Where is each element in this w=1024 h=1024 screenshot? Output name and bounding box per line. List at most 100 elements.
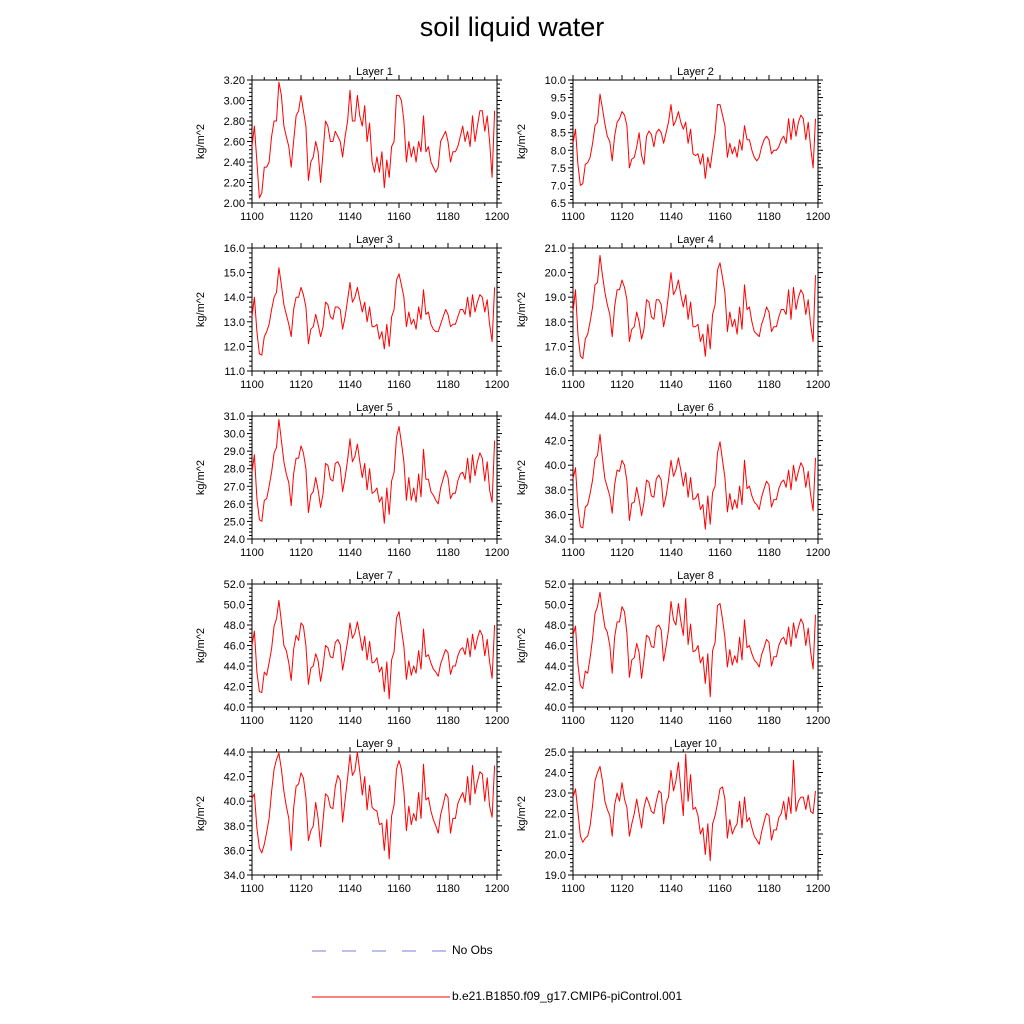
layer2-ytick-label: 8.5 (551, 128, 566, 140)
layer4-xtick-label: 1100 (561, 379, 585, 391)
layer1-xtick-label: 1200 (485, 211, 509, 223)
layer10-ylabel: kg/m^2 (516, 796, 528, 831)
layer8-xtick-label: 1160 (708, 715, 732, 727)
layer6-ytick-label: 34.0 (545, 534, 566, 546)
layer8-xtick-label: 1200 (806, 715, 830, 727)
layer9-series-line (251, 751, 496, 860)
layer3-ytick-label: 16.0 (224, 243, 245, 255)
layer1-xtick-label: 1120 (289, 211, 313, 223)
layer9-ylabel: kg/m^2 (195, 796, 207, 831)
layer2-xtick-label: 1180 (757, 211, 781, 223)
layer8-ytick-label: 52.0 (545, 579, 566, 591)
layer1-xtick-label: 1180 (436, 211, 460, 223)
layer1-ytick-label: 3.20 (224, 75, 245, 87)
layer6-ylabel: kg/m^2 (516, 460, 528, 495)
layer7-ytick-label: 40.0 (224, 702, 245, 714)
layer3-ytick-label: 15.0 (224, 268, 245, 280)
layer7-xtick-label: 1200 (485, 715, 509, 727)
layer2-ylabel: kg/m^2 (516, 124, 528, 159)
layer5-ytick-label: 24.0 (224, 534, 245, 546)
layer3-xtick-label: 1100 (240, 379, 264, 391)
layer5-ytick-label: 28.0 (224, 464, 245, 476)
layer6-ytick-label: 42.0 (545, 436, 566, 448)
layer2-xtick-label: 1200 (806, 211, 830, 223)
layer1-ytick-label: 3.00 (224, 96, 245, 108)
layer10-ytick-label: 20.0 (545, 850, 566, 862)
layer8-ytick-label: 40.0 (545, 702, 566, 714)
layer5-ytick-label: 31.0 (224, 411, 245, 423)
layer1-ytick-label: 2.80 (224, 116, 245, 128)
layer9-xtick-label: 1180 (436, 883, 460, 895)
layer9-xtick-label: 1160 (387, 883, 411, 895)
layer4-ytick-label: 21.0 (545, 243, 566, 255)
layer4-ytick-label: 19.0 (545, 292, 566, 304)
layer6-series-line (572, 433, 816, 530)
legend-model: b.e21.B1850.f09_g17.CMIP6-piControl.001 (312, 989, 682, 1003)
layer7-ytick-label: 44.0 (224, 661, 245, 673)
layer10-series-line (572, 753, 816, 862)
layer7-xtick-label: 1100 (240, 715, 264, 727)
layer5-series-line (251, 419, 496, 524)
layer4-xtick-label: 1180 (757, 379, 781, 391)
layer1-ytick-label: 2.40 (224, 157, 245, 169)
layer5-xtick-label: 1160 (387, 547, 411, 559)
layer8-xtick-label: 1120 (610, 715, 634, 727)
layer8-ytick-label: 46.0 (545, 641, 566, 653)
layer3-ylabel: kg/m^2 (195, 292, 207, 327)
layer6-xtick-label: 1140 (659, 547, 683, 559)
layer10-ytick-label: 25.0 (545, 747, 566, 759)
layer8-ytick-label: 48.0 (545, 620, 566, 632)
layer7-plot-frame (251, 583, 498, 708)
layer8-xtick-label: 1140 (659, 715, 683, 727)
layer1-ytick-label: 2.60 (224, 137, 245, 149)
layer4-title: Layer 4 (677, 234, 714, 246)
layer4-xtick-label: 1200 (806, 379, 830, 391)
layer10-xtick-label: 1200 (806, 883, 830, 895)
layer2-ytick-label: 7.5 (551, 163, 566, 175)
layer3-xtick-label: 1200 (485, 379, 509, 391)
layer2-ytick-label: 10.0 (545, 75, 566, 87)
layer7-series-line (251, 599, 496, 700)
layer4-ytick-label: 20.0 (545, 268, 566, 280)
layer7-ytick-label: 52.0 (224, 579, 245, 591)
layer8-series-line (572, 591, 816, 698)
layer5-plot-frame (251, 415, 498, 540)
layer10-ytick-label: 21.0 (545, 829, 566, 841)
layer5-xtick-label: 1180 (436, 547, 460, 559)
layer9-ytick-label: 40.0 (224, 796, 245, 808)
layer7-xtick-label: 1180 (436, 715, 460, 727)
layer1-xtick-label: 1100 (240, 211, 264, 223)
layer4-xtick-label: 1160 (708, 379, 732, 391)
layer9-ytick-label: 42.0 (224, 772, 245, 784)
layer1-ytick-label: 2.20 (224, 178, 245, 190)
layer3-xtick-label: 1120 (289, 379, 313, 391)
layer9-plot-frame (251, 751, 498, 876)
layer2-xtick-label: 1140 (659, 211, 683, 223)
layer3-xtick-label: 1180 (436, 379, 460, 391)
layer2-xtick-label: 1120 (610, 211, 634, 223)
layer3-ytick-label: 12.0 (224, 341, 245, 353)
layer9-xtick-label: 1120 (289, 883, 313, 895)
layer9-xtick-label: 1100 (240, 883, 264, 895)
layer1-xtick-label: 1140 (338, 211, 362, 223)
layer7-ytick-label: 42.0 (224, 682, 245, 694)
layer9-xtick-label: 1140 (338, 883, 362, 895)
layer7-ylabel: kg/m^2 (195, 628, 207, 663)
layer6-xtick-label: 1100 (561, 547, 585, 559)
layer3-ytick-label: 14.0 (224, 292, 245, 304)
layer8-title: Layer 8 (677, 570, 714, 582)
main-title: soil liquid water (419, 12, 605, 42)
layer8-ytick-label: 50.0 (545, 600, 566, 612)
layer5-xtick-label: 1200 (485, 547, 509, 559)
layer6-ytick-label: 40.0 (545, 460, 566, 472)
layer4-ytick-label: 17.0 (545, 341, 566, 353)
layer3-ytick-label: 13.0 (224, 317, 245, 329)
layer8-xtick-label: 1180 (757, 715, 781, 727)
layer2-ytick-label: 9.0 (551, 110, 566, 122)
layer5-ytick-label: 29.0 (224, 446, 245, 458)
layer6-plot-frame (572, 415, 819, 540)
layer10-ytick-label: 19.0 (545, 870, 566, 882)
layer7-xtick-label: 1160 (387, 715, 411, 727)
legend-obs-label: No Obs (452, 943, 493, 957)
